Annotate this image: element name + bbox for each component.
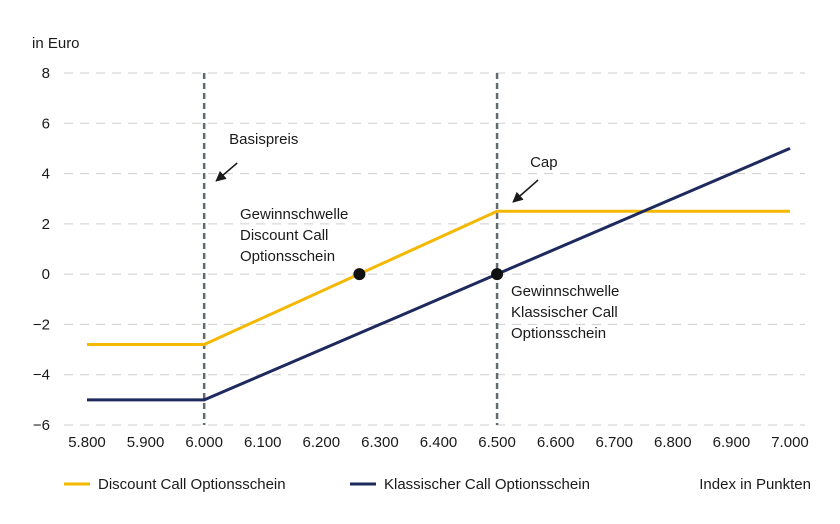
x-tick-label: 5.800: [68, 434, 106, 451]
x-tick-label: 6.200: [303, 434, 341, 451]
y-tick-label: 0: [42, 266, 50, 283]
reference-lines: [202, 73, 499, 425]
cap-label: Cap: [530, 154, 558, 171]
y-axis-label: in Euro: [32, 35, 80, 52]
breakeven-discount-label: Gewinnschwelle Discount Call Optionsschein: [240, 206, 348, 265]
x-tick-label: 5.900: [127, 434, 165, 451]
x-tick-label: 6.600: [537, 434, 575, 451]
y-tick-label: 8: [42, 65, 50, 82]
x-tick-label: 6.800: [654, 434, 692, 451]
breakeven-points: [353, 268, 504, 281]
x-tick-label: 6.900: [713, 434, 751, 451]
y-tick-label: 6: [42, 115, 50, 132]
x-tick-label: 7.000: [771, 434, 809, 451]
legend-label-klassisch: Klassischer Call Optionsschein: [384, 476, 590, 493]
y-tick-labels: −6 −4 −2 0 2 4 6 8: [33, 65, 50, 434]
x-tick-label: 6.500: [478, 434, 516, 451]
breakeven-point: [491, 268, 504, 281]
x-tick-label: 6.000: [185, 434, 223, 451]
breakeven-klassisch-label: Gewinnschwelle Klassischer Call Optionssch…: [511, 283, 619, 342]
y-tick-label: −2: [33, 316, 50, 333]
cap-arrow: [512, 179, 539, 203]
legend-label-discount: Discount Call Optionsschein: [98, 476, 286, 493]
basispreis-arrow: [215, 162, 238, 182]
x-tick-labels: 5.800 5.900 6.000 6.100 6.200 6.300 6.400 6.500…: [68, 434, 809, 451]
x-axis-label: Index in Punkten: [699, 476, 811, 493]
y-tick-label: −4: [33, 367, 50, 384]
y-tick-label: −6: [33, 417, 50, 434]
y-tick-label: 4: [42, 166, 50, 183]
x-tick-label: 6.100: [244, 434, 282, 451]
series-lines: [87, 147, 791, 402]
x-tick-label: 6.700: [595, 434, 633, 451]
x-tick-label: 6.300: [361, 434, 399, 451]
x-tick-label: 6.400: [420, 434, 458, 451]
y-tick-label: 2: [42, 216, 50, 233]
series-line-klassischer-call-optionsschein: [87, 147, 791, 402]
legend: Discount Call Optionsschein Klassischer …: [64, 476, 811, 493]
basispreis-label: Basispreis: [229, 131, 298, 148]
breakeven-point: [353, 268, 366, 281]
annotations: Basispreis Cap Gewinnschwelle Discount Call…: [215, 131, 619, 342]
gridlines: [64, 72, 805, 426]
